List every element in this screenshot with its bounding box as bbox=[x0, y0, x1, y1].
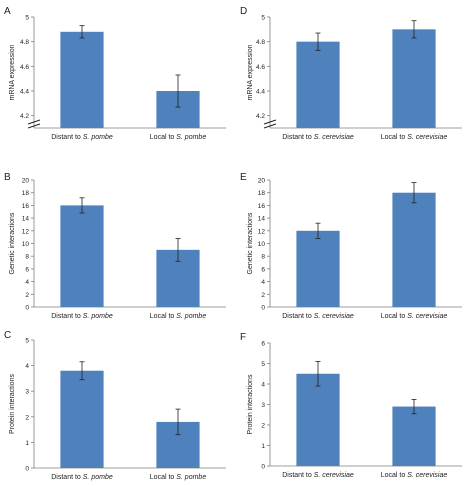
y-tick-label: 4 bbox=[25, 363, 29, 370]
y-tick-label: 1 bbox=[261, 443, 265, 450]
y-tick-label: 4.6 bbox=[20, 64, 29, 71]
x-tick-label: Distant to S. cerevisiae bbox=[282, 472, 354, 479]
panel-label: D bbox=[240, 6, 247, 17]
y-tick-label: 1 bbox=[25, 440, 29, 447]
x-tick-label: Local to S. pombe bbox=[150, 474, 207, 481]
y-tick-label: 16 bbox=[22, 203, 30, 210]
chart-panel-f: F 6 5 4 3 2 1 0 Protein interactions Distant to S… bbox=[240, 332, 462, 479]
y-tick-label: 3 bbox=[261, 402, 265, 409]
y-tick-label: 4.6 bbox=[256, 64, 265, 71]
chart-panel-a: A 5 4.8 4.6 4.4 4.2 mRNA expression Distant to … bbox=[4, 6, 226, 141]
y-tick-label: 4.8 bbox=[256, 39, 265, 46]
x-tick-label: Local to S. cerevisiae bbox=[381, 472, 448, 479]
y-tick-label: 14 bbox=[22, 216, 30, 223]
y-axis-label: Genetic interactions bbox=[247, 212, 254, 274]
y-axis-label: Genetic interactions bbox=[9, 212, 16, 274]
y-tick-label: 4.4 bbox=[20, 89, 29, 96]
y-tick-label: 0 bbox=[25, 466, 29, 473]
y-tick-label: 4.2 bbox=[20, 113, 29, 120]
y-tick-label: 2 bbox=[261, 423, 265, 430]
y-tick-label: 4.2 bbox=[256, 113, 265, 120]
y-tick-label: 5 bbox=[261, 361, 265, 368]
bar bbox=[60, 370, 104, 468]
y-axis-label: Protein interactions bbox=[9, 374, 16, 434]
axis-break-mark bbox=[263, 119, 277, 125]
panel-label: A bbox=[4, 6, 11, 17]
panel-label: C bbox=[4, 330, 11, 341]
y-tick-label: 4 bbox=[261, 382, 265, 389]
y-tick-label: 14 bbox=[258, 216, 266, 223]
x-tick-label: Distant to S. pombe bbox=[51, 313, 113, 320]
bar bbox=[392, 406, 436, 466]
y-tick-label: 0 bbox=[261, 464, 265, 471]
y-tick-label: 20 bbox=[22, 178, 30, 185]
x-tick-label: Local to S. cerevisiae bbox=[381, 313, 448, 320]
x-tick-label: Distant to S. pombe bbox=[51, 134, 113, 141]
y-tick-label: 6 bbox=[261, 266, 265, 273]
y-tick-label: 2 bbox=[25, 292, 29, 299]
axis-break-mark bbox=[263, 123, 277, 129]
bar bbox=[296, 41, 340, 128]
x-tick-label: Local to S. pombe bbox=[150, 313, 207, 320]
panel-label: E bbox=[240, 172, 247, 183]
y-tick-label: 4 bbox=[25, 279, 29, 286]
y-tick-label: 6 bbox=[261, 341, 265, 348]
bar bbox=[60, 205, 104, 307]
y-tick-label: 4.4 bbox=[256, 89, 265, 96]
x-tick-label: Local to S. cerevisiae bbox=[381, 134, 448, 141]
axis-break-mark bbox=[27, 119, 41, 125]
y-tick-label: 20 bbox=[258, 178, 266, 185]
x-tick-label: Distant to S. cerevisiae bbox=[282, 134, 354, 141]
y-tick-label: 8 bbox=[261, 254, 265, 261]
chart-panel-c: C 5 4 3 2 1 0 Protein interactions Distant to S.… bbox=[4, 330, 226, 481]
bar bbox=[392, 192, 436, 307]
y-tick-label: 18 bbox=[258, 190, 266, 197]
bar bbox=[296, 230, 340, 307]
y-tick-label: 4 bbox=[261, 279, 265, 286]
y-tick-label: 12 bbox=[258, 228, 266, 235]
y-tick-label: 3 bbox=[25, 389, 29, 396]
y-tick-label: 12 bbox=[22, 228, 30, 235]
y-tick-label: 6 bbox=[25, 266, 29, 273]
y-tick-label: 5 bbox=[25, 338, 29, 345]
axis-break-mark bbox=[27, 123, 41, 129]
y-tick-label: 8 bbox=[25, 254, 29, 261]
bar bbox=[392, 29, 436, 128]
x-tick-label: Distant to S. pombe bbox=[51, 474, 113, 481]
x-tick-label: Distant to S. cerevisiae bbox=[282, 313, 354, 320]
y-tick-label: 10 bbox=[258, 241, 266, 248]
y-axis-label: mRNA expression bbox=[9, 44, 16, 100]
y-tick-label: 5 bbox=[25, 15, 29, 22]
y-axis-label: mRNA expression bbox=[247, 44, 254, 100]
y-tick-label: 5 bbox=[261, 15, 265, 22]
y-tick-label: 0 bbox=[261, 305, 265, 312]
y-tick-label: 10 bbox=[22, 241, 30, 248]
bar bbox=[296, 373, 340, 466]
y-axis-label: Protein interactions bbox=[247, 374, 254, 434]
y-tick-label: 16 bbox=[258, 203, 266, 210]
panel-label: B bbox=[4, 172, 11, 183]
chart-panel-d: D 5 4.8 4.6 4.4 4.2 mRNA expression Distant to … bbox=[240, 6, 462, 141]
bar bbox=[60, 31, 104, 128]
panel-label: F bbox=[240, 332, 246, 343]
y-tick-label: 0 bbox=[25, 305, 29, 312]
y-tick-label: 4.8 bbox=[20, 39, 29, 46]
y-tick-label: 2 bbox=[25, 414, 29, 421]
y-tick-label: 2 bbox=[261, 292, 265, 299]
x-tick-label: Local to S. pombe bbox=[150, 134, 207, 141]
y-tick-label: 18 bbox=[22, 190, 30, 197]
